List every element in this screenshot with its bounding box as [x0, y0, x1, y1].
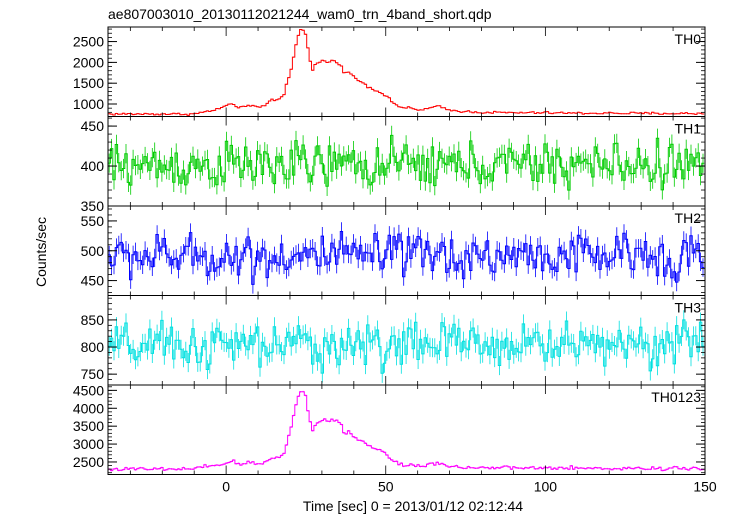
panel-th0: 1000 1500 2000 2500 TH0: [73, 26, 706, 117]
panel-th2: 450 500 550 TH2: [81, 205, 706, 296]
series-th0: [108, 29, 705, 116]
x-tick-label: 0: [222, 479, 230, 495]
error-bars-th3: [108, 310, 704, 383]
series-th0123: [108, 390, 705, 472]
y-tick-label: 2500: [73, 454, 104, 470]
error-bars-th1: [108, 125, 704, 200]
panel-th3: 750 800 850 TH3: [81, 295, 706, 386]
y-tick-label: 1500: [73, 75, 104, 91]
y-axis-title: Counts/sec: [33, 217, 49, 287]
panel-label-th3: TH3: [675, 300, 702, 316]
y-tick-label: 550: [81, 213, 105, 229]
y-tick-label: 400: [81, 158, 105, 174]
x-tick-label: 100: [534, 479, 558, 495]
y-tick-label: 350: [81, 198, 105, 214]
x-axis-title: Time [sec] 0 = 2013/01/12 02:12:44: [303, 498, 523, 514]
y-tick-label: 850: [81, 312, 105, 328]
panel-frame-th0123: [107, 384, 706, 475]
error-bars-th0: [108, 29, 704, 116]
error-bars-th0123: [108, 390, 704, 472]
y-tick-label: 2000: [73, 54, 104, 70]
panel-th1: 350 400 450 TH1: [81, 116, 706, 214]
x-tick-label: 50: [378, 479, 394, 495]
panel-label-th1: TH1: [675, 121, 702, 137]
y-tick-label: 4500: [73, 382, 104, 398]
y-tick-label: 3000: [73, 436, 104, 452]
y-tick-label: 750: [81, 366, 105, 382]
series-line-th0123: [108, 391, 705, 472]
series-th2: [108, 222, 705, 294]
panel-label-th0123: TH0123: [651, 389, 701, 405]
y-tick-label: 2500: [73, 34, 104, 50]
panel-frame-th0: [107, 26, 706, 117]
series-line-th1: [108, 134, 705, 191]
y-tick-label: 1000: [73, 96, 104, 112]
x-tick-label: 150: [693, 479, 717, 495]
y-tick-label: 500: [81, 243, 105, 259]
y-tick-label: 450: [81, 118, 105, 134]
series-th1: [108, 125, 705, 200]
y-tick-label: 3500: [73, 418, 104, 434]
panel-th0123: 2500 3000 3500 4000 4500 TH0123 0 50 100 150: [73, 382, 717, 494]
series-line-th3: [108, 319, 705, 374]
y-tick-label: 800: [81, 339, 105, 355]
series-line-th0: [108, 29, 705, 116]
chart-title: ae807003010_20130112021244_wam0_trn_4ban…: [108, 6, 492, 22]
series-th3: [108, 310, 705, 383]
panel-label-th2: TH2: [675, 210, 702, 226]
panel-label-th0: TH0: [675, 31, 702, 47]
series-line-th2: [108, 231, 705, 285]
y-tick-label: 450: [81, 273, 105, 289]
y-tick-label: 4000: [73, 400, 104, 416]
